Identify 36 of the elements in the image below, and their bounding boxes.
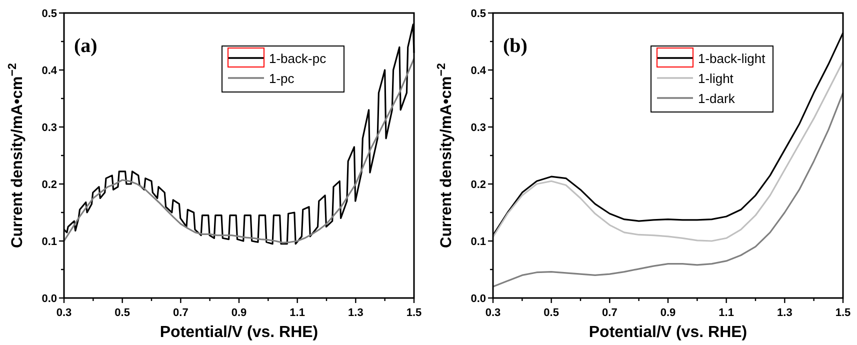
y-tick-label: 0.2 xyxy=(470,179,486,191)
x-tick-label: 0.7 xyxy=(173,307,188,319)
y-tick-label: 0.3 xyxy=(42,122,57,134)
y-tick-label: 0.4 xyxy=(42,65,58,77)
legend-label: 1-dark xyxy=(698,91,736,106)
x-tick-label: 0.9 xyxy=(231,307,247,319)
x-tick-label: 1.5 xyxy=(835,307,851,319)
legend-label: 1-back-light xyxy=(698,51,766,66)
x-tick-label: 1.5 xyxy=(406,307,422,319)
x-tick-label: 1.1 xyxy=(290,307,305,319)
x-tick-label: 1.1 xyxy=(718,307,734,319)
x-axis-title: Potential/V (vs. RHE) xyxy=(160,324,318,341)
x-tick-label: 0.3 xyxy=(485,307,501,319)
text: (b) xyxy=(503,35,528,57)
y-tick-label: 0.1 xyxy=(470,236,486,248)
y-tick-label: 0.0 xyxy=(470,293,486,305)
y-tick-label: 0.0 xyxy=(42,293,57,305)
x-tick-label: 0.7 xyxy=(602,307,618,319)
x-tick-label: 0.3 xyxy=(56,307,72,319)
line-series xyxy=(492,92,844,288)
y-tick-label: 0.1 xyxy=(42,236,57,248)
x-tick-label: 1.3 xyxy=(777,307,792,319)
x-tick-label: 0.9 xyxy=(660,307,676,319)
legend-label: 1-pc xyxy=(269,71,295,86)
legend-label: 1-back-pc xyxy=(269,51,327,66)
x-tick-label: 0.5 xyxy=(114,307,130,319)
x-tick-label: 0.5 xyxy=(544,307,559,319)
legend-label: 1-light xyxy=(698,71,734,86)
y-tick-label: 0.5 xyxy=(42,8,57,20)
x-axis-title: Potential/V (vs. RHE) xyxy=(588,324,748,341)
text: (a) xyxy=(74,35,98,57)
y-tick-label: 0.3 xyxy=(470,122,486,134)
y-tick-label: 0.4 xyxy=(470,65,487,77)
y-tick-label: 0.2 xyxy=(42,179,57,191)
x-tick-label: 1.3 xyxy=(348,307,364,319)
y-tick-label: 0.5 xyxy=(470,8,486,20)
